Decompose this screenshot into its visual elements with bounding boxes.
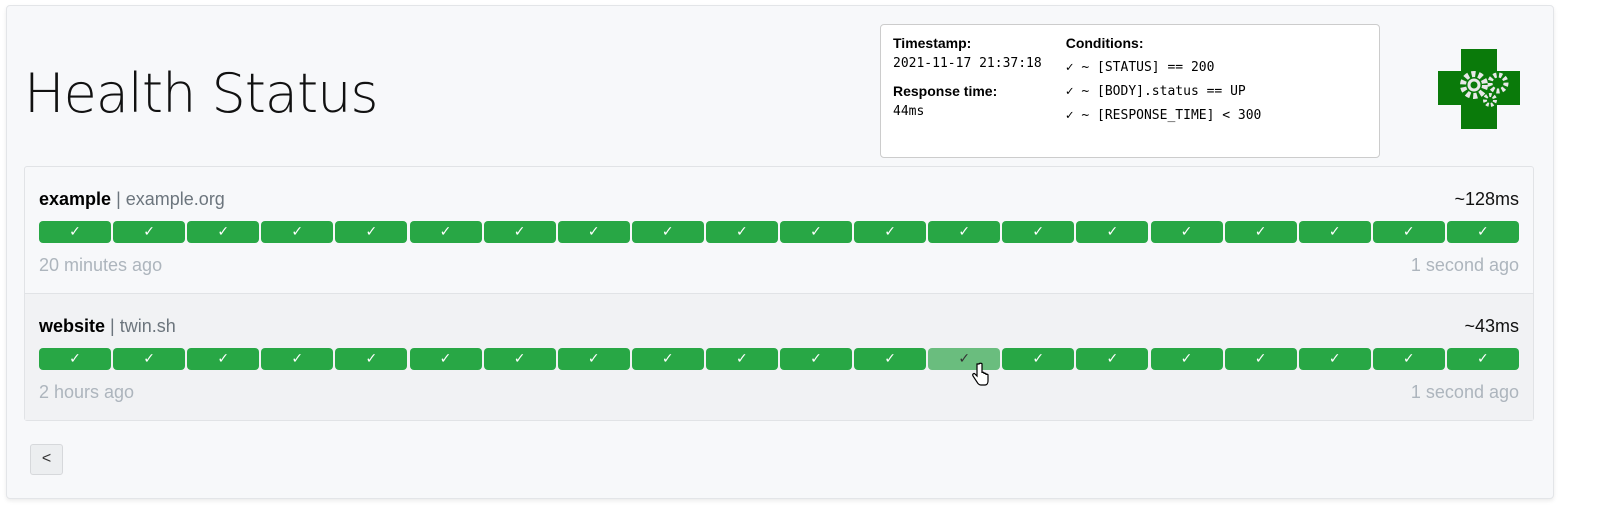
result-bars: ✓ ✓ ✓ ✓ ✓ ✓ ✓ ✓ ✓ ✓ ✓ ✓ ✓ ✓ ✓ ✓ ✓ ✓ ✓ ✓ (39, 221, 1519, 243)
result-bar[interactable]: ✓ (1446, 221, 1519, 243)
tooltip-details: Timestamp: 2021-11-17 21:37:18 Response … (893, 35, 1042, 147)
result-bar[interactable]: ✓ (1224, 221, 1297, 243)
page-title: Health Status (24, 62, 379, 125)
result-bar[interactable]: ✓ (261, 221, 334, 243)
result-bar[interactable]: ✓ (780, 221, 852, 243)
result-bar[interactable]: ✓ (1372, 348, 1445, 370)
result-bar[interactable]: ✓ (483, 348, 556, 370)
result-bar[interactable]: ✓ (1446, 348, 1519, 370)
result-bar[interactable]: ✓ (409, 348, 482, 370)
service-name[interactable]: website | twin.sh (39, 316, 176, 337)
result-bar[interactable]: ✓ (557, 348, 630, 370)
average-response-time: ~128ms (1454, 189, 1519, 209)
service-url: twin.sh (119, 316, 176, 336)
service-title: example (39, 189, 112, 209)
result-bar[interactable]: ✓ (631, 221, 704, 243)
result-bar[interactable]: ✓ (1298, 221, 1371, 243)
hand-cursor-icon (972, 362, 989, 386)
result-bar[interactable]: ✓ (1002, 348, 1075, 370)
timestamp-value: 2021-11-17 21:37:18 (893, 56, 1042, 71)
response-time-label: Response time: (893, 83, 998, 99)
service-name[interactable]: example | example.org (39, 189, 225, 210)
result-bar[interactable]: ✓ (39, 221, 111, 243)
separator: | (110, 316, 115, 336)
result-bar[interactable]: ✓ (1224, 348, 1297, 370)
condition: ✓ ~ [RESPONSE_TIME] < 300 (1065, 108, 1262, 123)
result-bar[interactable]: ✓ (1150, 348, 1223, 370)
oldest-result-time: 20 minutes ago (39, 255, 163, 275)
result-bar[interactable]: ✓ (409, 221, 482, 243)
result-bar[interactable]: ✓ (631, 348, 704, 370)
result-bar[interactable]: ✓ (1372, 221, 1445, 243)
result-bar[interactable]: ✓ (1076, 348, 1149, 370)
result-bar[interactable]: ✓ (1076, 221, 1149, 243)
result-bar[interactable]: ✓ (854, 348, 927, 370)
condition: ✓ ~ [BODY].status == UP (1065, 84, 1246, 99)
result-bar[interactable]: ✓ (335, 221, 408, 243)
newest-result-time: 1 second ago (1410, 255, 1519, 275)
result-bar[interactable]: ✓ (854, 221, 927, 243)
tooltip-conditions: Conditions: ✓ ~ [STATUS] == 200 ✓ ~ [BOD… (1066, 35, 1262, 147)
timestamp-label: Timestamp: (893, 35, 972, 51)
newest-result-time: 1 second ago (1410, 382, 1519, 402)
result-bar[interactable]: ✓ (113, 221, 186, 243)
result-bar[interactable]: ✓ (557, 221, 630, 243)
result-bar[interactable]: ✓ (780, 348, 852, 370)
result-bar[interactable]: ✓ (705, 221, 778, 243)
response-time-value: 44ms (893, 104, 925, 119)
result-bar[interactable]: ✓ (113, 348, 186, 370)
result-bar[interactable]: ✓ (928, 221, 1001, 243)
conditions-label: Conditions: (1065, 35, 1144, 51)
services-card: example | example.org ~128ms ✓ ✓ ✓ ✓ ✓ ✓ ✓ ✓ ✓ ✓ ✓… (24, 166, 1534, 421)
service-url: example.org (125, 189, 225, 209)
oldest-result-time: 2 hours ago (39, 382, 135, 402)
separator: | (116, 189, 121, 209)
service-title: website (39, 316, 106, 336)
logo-icon (1438, 49, 1520, 129)
result-bar[interactable]: ✓ (1298, 348, 1371, 370)
result-tooltip: Timestamp: 2021-11-17 21:37:18 Response … (880, 24, 1380, 158)
result-bar[interactable]: ✓ (483, 221, 556, 243)
service-row-website: website | twin.sh ~43ms ✓ ✓ ✓ ✓ ✓ ✓ ✓ ✓ ✓ ✓ ✓ ✓ ✓ ✓ ✓ ✓… (25, 293, 1533, 420)
previous-page-button[interactable]: < (30, 444, 63, 475)
result-bar[interactable]: ✓ (261, 348, 334, 370)
result-bar[interactable]: ✓ (187, 221, 260, 243)
result-bar[interactable]: ✓ (705, 348, 778, 370)
result-bar[interactable]: ✓ (1002, 221, 1075, 243)
result-bar[interactable]: ✓ (335, 348, 408, 370)
condition: ✓ ~ [STATUS] == 200 (1065, 60, 1215, 75)
result-bar[interactable]: ✓ (39, 348, 111, 370)
result-bar[interactable]: ✓ (187, 348, 260, 370)
average-response-time: ~43ms (1464, 316, 1519, 336)
result-bar[interactable]: ✓ (1150, 221, 1223, 243)
result-bars: ✓ ✓ ✓ ✓ ✓ ✓ ✓ ✓ ✓ ✓ ✓ ✓ ✓ ✓ ✓ ✓ ✓ ✓ ✓ ✓ (39, 348, 1519, 370)
service-row-example: example | example.org ~128ms ✓ ✓ ✓ ✓ ✓ ✓ ✓ ✓ ✓ ✓ ✓… (25, 167, 1533, 293)
